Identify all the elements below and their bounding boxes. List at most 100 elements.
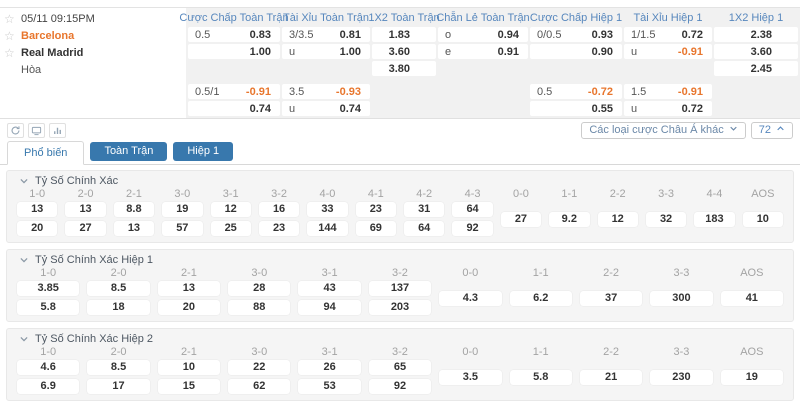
stats-icon[interactable] xyxy=(49,122,66,138)
score-odds[interactable]: 9.2 xyxy=(549,211,590,227)
odds-cell[interactable]: o 0.94 xyxy=(438,27,528,42)
score-odds[interactable]: 64 xyxy=(404,221,445,236)
score-odds[interactable]: 20 xyxy=(17,221,58,236)
odds-cell[interactable]: 0.74 xyxy=(188,101,280,116)
chevron-down-icon[interactable] xyxy=(19,255,29,265)
odds-cell[interactable]: 3.5 -0.93 xyxy=(282,84,370,99)
score-odds[interactable]: 27 xyxy=(65,221,106,236)
score-odds[interactable]: 19 xyxy=(720,369,783,385)
score-odds[interactable]: 69 xyxy=(355,221,396,236)
favorite-star-icon[interactable]: ☆ xyxy=(4,28,15,43)
score-odds[interactable]: 300 xyxy=(650,290,713,306)
odds-cell[interactable]: 2.38 xyxy=(714,27,798,42)
score-odds[interactable]: 57 xyxy=(162,221,203,236)
score-odds[interactable]: 53 xyxy=(298,379,361,394)
score-odds[interactable]: 230 xyxy=(650,369,713,385)
odds-cell[interactable]: 1/1.5 0.72 xyxy=(624,27,712,42)
score-odds[interactable]: 8.5 xyxy=(87,281,150,296)
score-odds[interactable]: 3.85 xyxy=(17,281,80,296)
score-odds[interactable]: 37 xyxy=(579,290,643,306)
score-odds[interactable]: 94 xyxy=(298,300,361,315)
chevron-down-icon[interactable] xyxy=(19,334,29,344)
score-odds[interactable]: 17 xyxy=(87,379,150,394)
score-odds[interactable]: 26 xyxy=(298,360,361,375)
score-odds[interactable]: 41 xyxy=(720,290,783,306)
score-odds[interactable]: 144 xyxy=(307,221,348,236)
score-odds[interactable]: 92 xyxy=(368,379,432,394)
away-team-name[interactable]: Real Madrid xyxy=(21,46,84,59)
score-odds[interactable]: 12 xyxy=(597,211,638,227)
score-odds[interactable]: 203 xyxy=(368,300,432,315)
score-odds[interactable]: 3.5 xyxy=(439,369,502,385)
home-team-name[interactable]: Barcelona xyxy=(21,29,75,42)
score-odds[interactable]: 137 xyxy=(368,281,432,296)
score-odds[interactable]: 4.3 xyxy=(439,290,502,306)
odds-cell[interactable]: 1.5 -0.91 xyxy=(624,84,712,99)
favorite-star-icon[interactable]: ☆ xyxy=(4,45,15,60)
odds-cell[interactable]: 3/3.5 0.81 xyxy=(282,27,370,42)
score-odds[interactable]: 22 xyxy=(228,360,291,375)
odds-cell[interactable]: u -0.91 xyxy=(624,44,712,59)
odds-cell[interactable]: 0.5 0.83 xyxy=(188,27,280,42)
score-odds[interactable]: 10 xyxy=(157,360,221,375)
odds-cell[interactable]: 1.83 xyxy=(372,27,436,42)
score-odds[interactable]: 21 xyxy=(579,369,643,385)
score-odds[interactable]: 64 xyxy=(452,202,493,217)
odds-cell[interactable]: 1.00 xyxy=(188,44,280,59)
score-odds[interactable]: 5.8 xyxy=(17,300,80,315)
score-odds[interactable]: 65 xyxy=(368,360,432,375)
tab-popular[interactable]: Phổ biến xyxy=(7,141,85,165)
refresh-icon[interactable] xyxy=(7,122,24,138)
tab-first-half[interactable]: Hiệp 1 xyxy=(173,142,234,161)
score-odds[interactable]: 12 xyxy=(210,202,251,217)
tv-icon[interactable] xyxy=(28,122,45,138)
odds-cell[interactable]: 3.60 xyxy=(372,44,436,59)
score-odds[interactable]: 20 xyxy=(157,300,221,315)
odds-cell[interactable]: 0.90 xyxy=(530,44,622,59)
odds-cell[interactable]: 0.5/1 -0.91 xyxy=(188,84,280,99)
score-odds[interactable]: 25 xyxy=(210,221,251,236)
score-odds[interactable]: 62 xyxy=(228,379,291,394)
score-odds[interactable]: 4.6 xyxy=(17,360,80,375)
score-odds[interactable]: 32 xyxy=(645,211,687,227)
score-odds[interactable]: 18 xyxy=(87,300,150,315)
score-odds[interactable]: 13 xyxy=(65,202,106,217)
score-odds[interactable]: 28 xyxy=(228,281,291,296)
tab-full-match[interactable]: Toàn Trận xyxy=(90,142,168,161)
score-odds[interactable]: 13 xyxy=(17,202,58,217)
odds-cell[interactable]: 0/0.5 0.93 xyxy=(530,27,622,42)
score-odds[interactable]: 31 xyxy=(404,202,445,217)
score-odds[interactable]: 8.8 xyxy=(113,202,155,217)
chevron-down-icon[interactable] xyxy=(19,176,29,186)
score-odds[interactable]: 8.5 xyxy=(87,360,150,375)
odds-cell[interactable]: u 0.74 xyxy=(282,101,370,116)
odds-cell[interactable]: u 0.72 xyxy=(624,101,712,116)
odds-cell[interactable]: u 1.00 xyxy=(282,44,370,59)
odds-cell[interactable]: 3.60 xyxy=(714,44,798,59)
score-odds[interactable]: 16 xyxy=(258,202,300,217)
market-count-toggle[interactable]: 72 xyxy=(750,121,793,139)
score-odds[interactable]: 6.9 xyxy=(17,379,80,394)
favorite-star-icon[interactable]: ☆ xyxy=(4,11,15,26)
odds-cell[interactable]: 3.80 xyxy=(372,61,436,76)
score-odds[interactable]: 13 xyxy=(157,281,221,296)
score-odds[interactable]: 6.2 xyxy=(509,290,572,306)
score-odds[interactable]: 33 xyxy=(307,202,348,217)
score-odds[interactable]: 15 xyxy=(157,379,221,394)
score-odds[interactable]: 88 xyxy=(228,300,291,315)
score-odds[interactable]: 13 xyxy=(113,221,155,236)
odds-cell[interactable]: 0.55 xyxy=(530,101,622,116)
odds-cell[interactable]: 0.5 -0.72 xyxy=(530,84,622,99)
score-odds[interactable]: 23 xyxy=(258,221,300,236)
score-odds[interactable]: 183 xyxy=(694,211,735,227)
score-odds[interactable]: 19 xyxy=(162,202,203,217)
score-odds[interactable]: 27 xyxy=(500,211,542,227)
odds-cell[interactable]: 2.45 xyxy=(714,61,798,76)
score-odds[interactable]: 5.8 xyxy=(509,369,572,385)
score-odds[interactable]: 43 xyxy=(298,281,361,296)
score-odds[interactable]: 92 xyxy=(452,221,493,236)
score-odds[interactable]: 10 xyxy=(742,211,783,227)
score-odds[interactable]: 23 xyxy=(355,202,396,217)
bet-type-dropdown[interactable]: Các loại cược Châu Á khác xyxy=(581,121,746,139)
odds-cell[interactable]: e 0.91 xyxy=(438,44,528,59)
